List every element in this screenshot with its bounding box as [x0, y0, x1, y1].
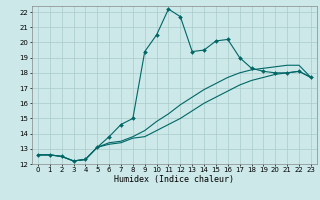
X-axis label: Humidex (Indice chaleur): Humidex (Indice chaleur)	[115, 175, 234, 184]
